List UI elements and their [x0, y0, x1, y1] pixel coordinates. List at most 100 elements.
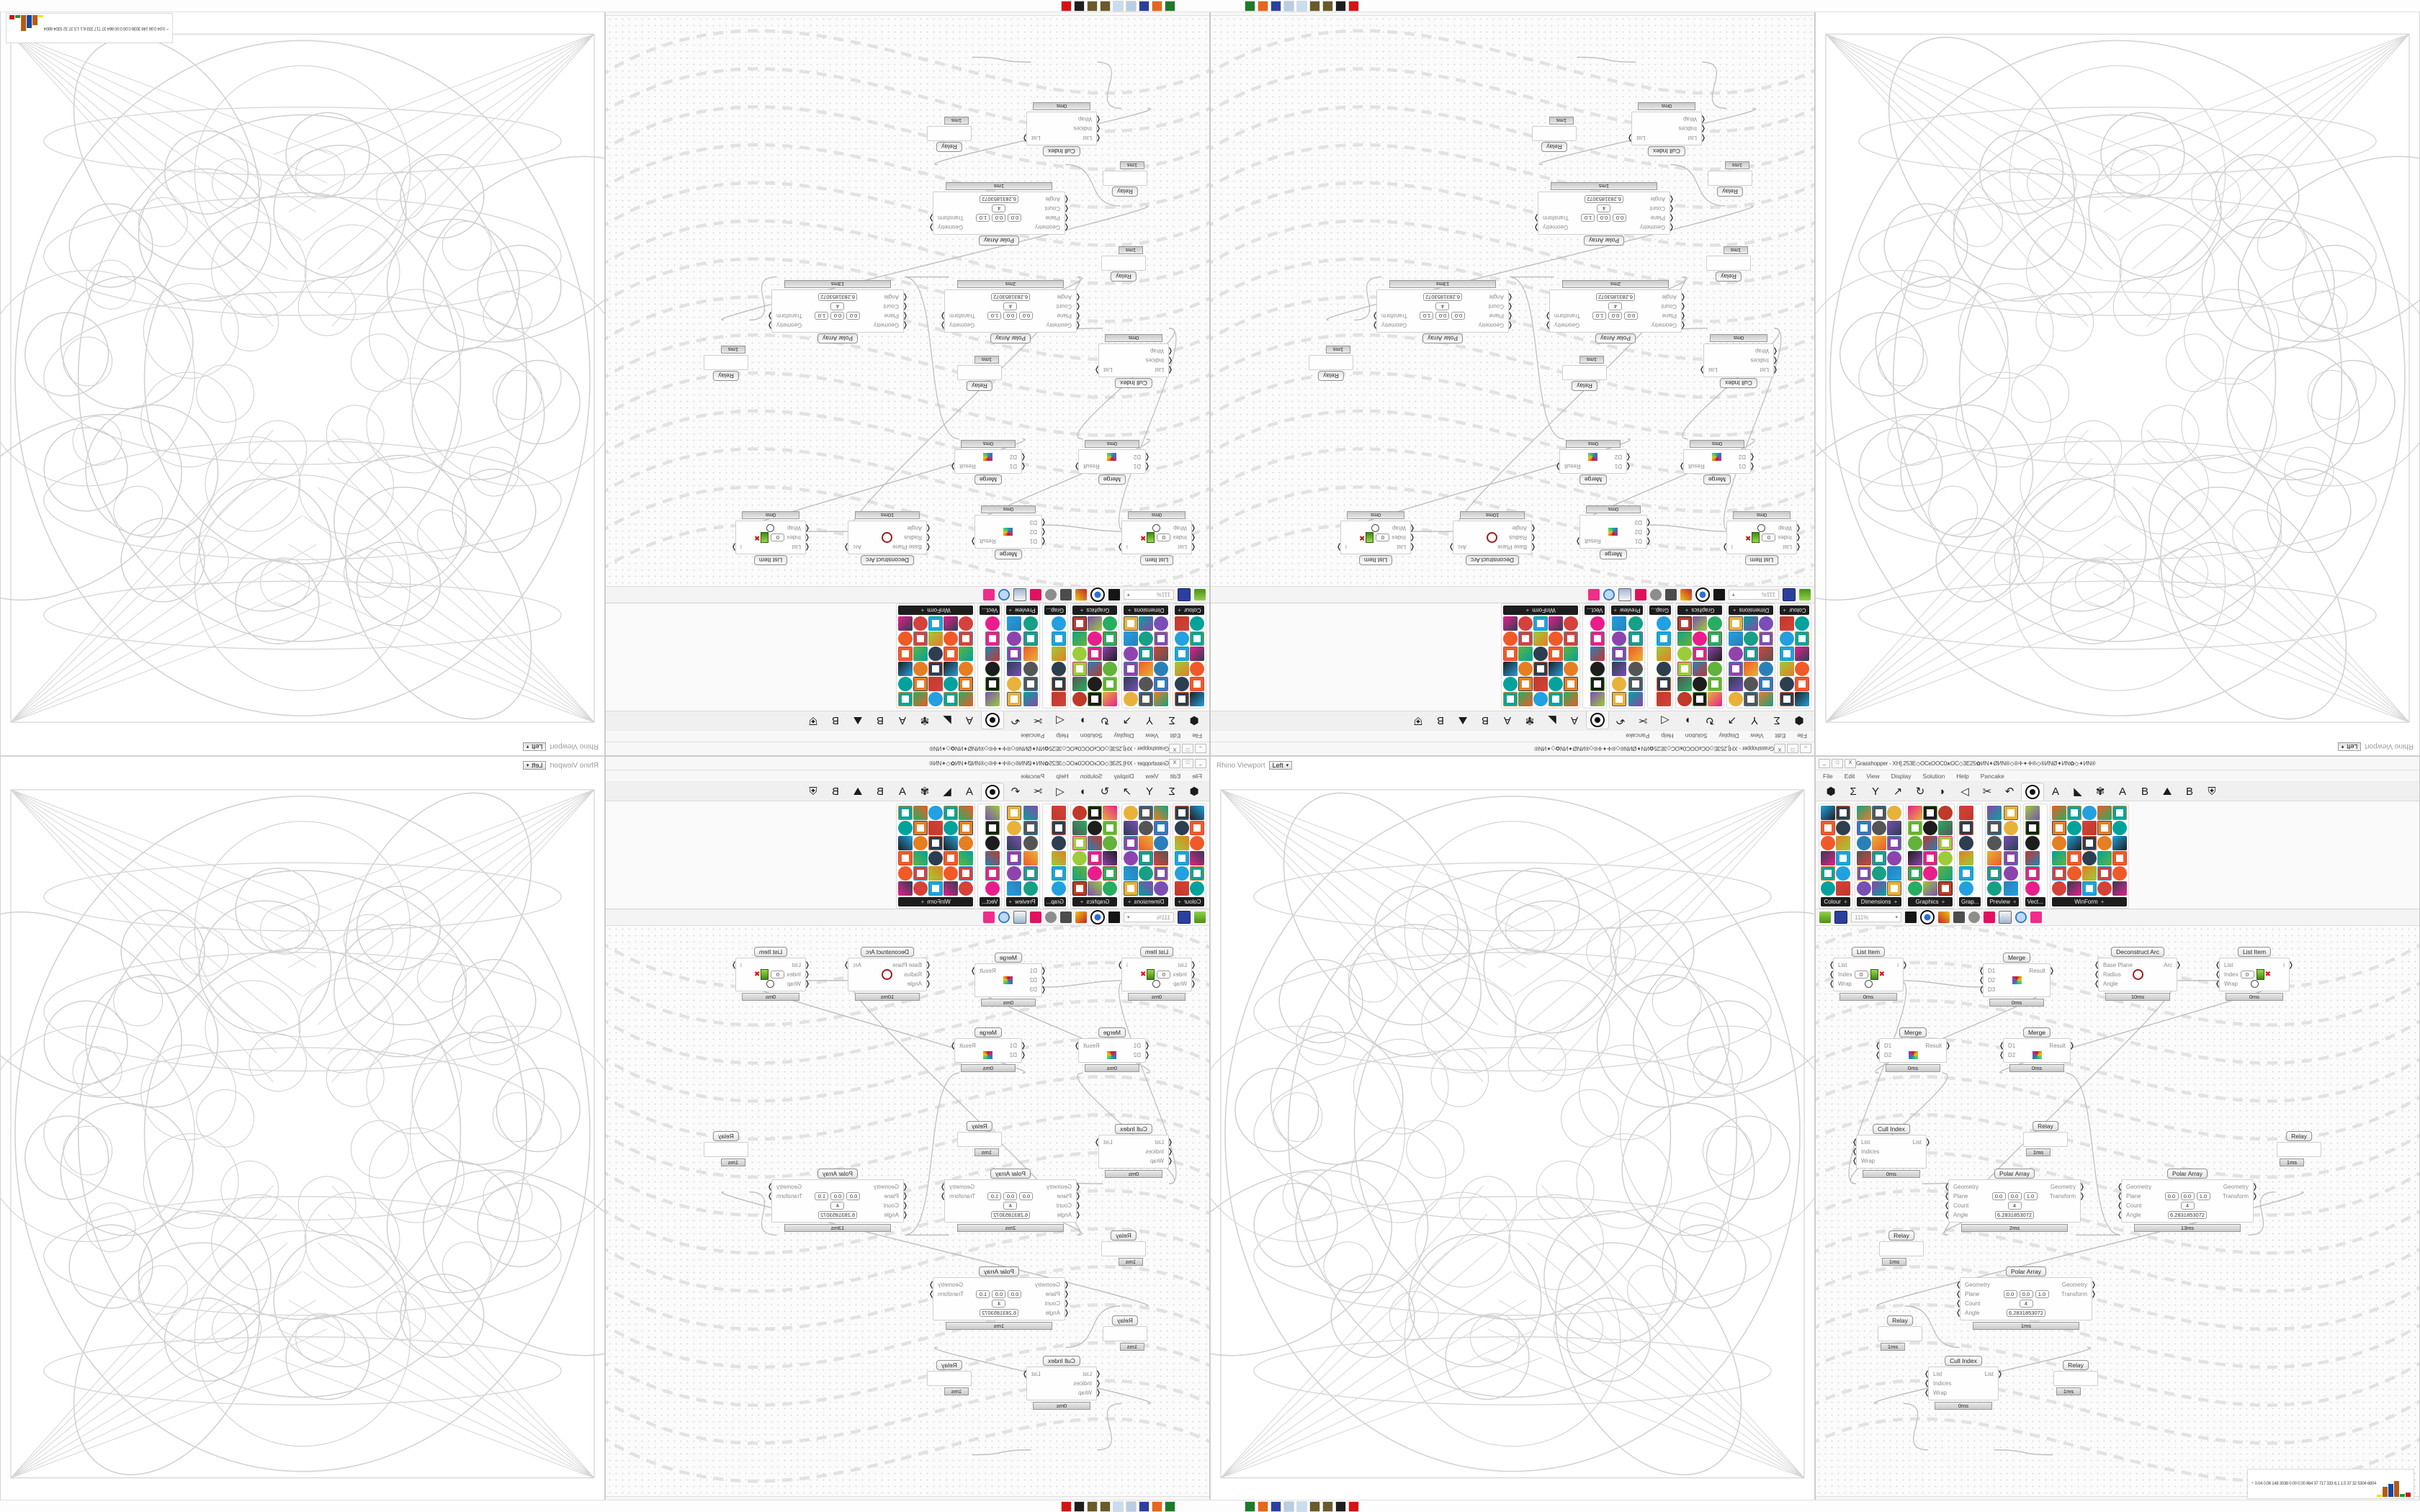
gh-input-port[interactable]: ❬	[1507, 312, 1513, 320]
gh-component[interactable]: Merge ❬ D1 Result ❭ ❬ D2 0ms	[1679, 440, 1755, 485]
ribbon-group-label[interactable]: Preview +	[1006, 897, 1038, 906]
taskbar-app-icon[interactable]	[1258, 0, 1268, 12]
ribbon-component-icon[interactable]	[1564, 677, 1579, 691]
ribbon-group-expand-icon[interactable]: +	[2100, 899, 2105, 905]
ribbon-group-label[interactable]: Preview +	[1987, 897, 2019, 906]
ribbon-component-icon[interactable]	[1987, 806, 2002, 820]
gh-component[interactable]: Relay 1ms	[927, 1360, 972, 1395]
ribbon-group-label[interactable]: Grap...	[1649, 606, 1671, 615]
gh-graft-icon[interactable]	[761, 532, 769, 543]
at-icon[interactable]	[1650, 589, 1662, 600]
taskbar-bottom[interactable]	[0, 1500, 2420, 1512]
gh-input-param[interactable]: Indices	[1750, 357, 1769, 364]
gh-value-field[interactable]: 4	[1003, 1202, 1018, 1210]
menu-file[interactable]: File	[1192, 732, 1202, 740]
ribbon-component-icon[interactable]	[1908, 821, 1922, 835]
ribbon-component-icon[interactable]	[1564, 631, 1579, 646]
ribbon-component-icon[interactable]	[1175, 836, 1189, 850]
sketch-icon[interactable]	[2030, 912, 2042, 923]
gh-component-body[interactable]: ❬ List i ❭ ❬ Index 0 ✖ ❬ Wrap	[731, 958, 810, 991]
ribbon-component-icon[interactable]	[913, 881, 928, 896]
ribbon-component-icon[interactable]	[1549, 647, 1564, 661]
preview-eye-icon[interactable]	[1090, 910, 1105, 924]
ribbon-component-icon[interactable]	[928, 866, 944, 881]
gh-input-param[interactable]: Angle	[884, 294, 899, 300]
gh-output-param[interactable]: i	[1731, 544, 1733, 550]
gh-input-port[interactable]: ❬	[1999, 1041, 2005, 1050]
gh-component-caption[interactable]: Merge	[1098, 474, 1126, 485]
gh-input-port[interactable]: ❬	[1040, 528, 1047, 536]
transform-tab[interactable]: ↶	[1615, 714, 1626, 726]
menu-solution[interactable]: Solution	[1080, 732, 1103, 740]
ribbon-component-icon[interactable]	[944, 692, 959, 706]
ribbon-component-icon[interactable]	[1549, 662, 1564, 676]
gh-input-port[interactable]: ❬	[1700, 125, 1706, 133]
gh-input-port[interactable]: ❬	[2094, 979, 2100, 988]
gh-input-port[interactable]: ❬	[1075, 321, 1081, 330]
gh-input-param[interactable]: Geometry	[1953, 1184, 1979, 1190]
ribbon-component-icon[interactable]	[1052, 616, 1066, 631]
pancake-a-tab[interactable]: A	[966, 785, 974, 798]
ribbon-group-label[interactable]: Colour +	[1175, 897, 1204, 906]
ribbon-component-icon[interactable]	[1821, 836, 1835, 850]
ribbon-component-icon[interactable]	[1729, 662, 1743, 676]
menu-edit[interactable]: Edit	[1844, 772, 1855, 780]
gh-input-port[interactable]: ❬	[1978, 966, 1985, 975]
ribbon-component-icon[interactable]	[1628, 616, 1643, 631]
ribbon-component-icon[interactable]	[1628, 692, 1643, 706]
gh-input-param[interactable]: Geometry	[873, 1184, 899, 1190]
taskbar-app-icon[interactable]	[1061, 0, 1072, 12]
gh-component[interactable]: Cull Index ❬ List List ❭ ❬ Indices ❬ Wrap 0ms	[1094, 1124, 1173, 1178]
ribbon-component-icon[interactable]	[2025, 806, 2040, 820]
gh-output-param[interactable]: Transform	[2049, 1193, 2076, 1200]
ribbon-component-icon[interactable]	[913, 616, 928, 631]
ribbon-component-icon[interactable]	[928, 631, 944, 646]
ribbon-component-icon[interactable]	[1821, 806, 1835, 820]
pancake-b2-tab[interactable]: B	[832, 714, 840, 727]
ribbon-component-icon[interactable]	[1052, 662, 1066, 676]
pancake-flower-tab[interactable]: ✾	[920, 714, 930, 726]
ribbon-component-icon[interactable]	[1780, 677, 1794, 691]
node-canvas[interactable]: List Item ❬ List i ❭ ❬ Index 0 ✖ ❬ Wrap 0ms Merge ❬ D1…	[606, 16, 1209, 586]
gha-assembly-icon[interactable]	[1635, 589, 1646, 600]
gh-output-param[interactable]: Geometry	[949, 1184, 975, 1190]
save-file-icon[interactable]	[1178, 911, 1191, 924]
ribbon-component-icon[interactable]	[1007, 866, 1022, 881]
canvas-toolbar[interactable]: 111% ▾	[606, 909, 1209, 926]
ribbon-component-icon[interactable]	[1857, 836, 1871, 850]
ribbon-component-icon[interactable]	[898, 881, 913, 896]
ribbon-panel[interactable]: Colour + Dimensions + Graphics + Grap... Previe…	[606, 801, 1209, 909]
gh-component-caption[interactable]: Merge	[2002, 953, 2031, 963]
ribbon-component-icon[interactable]	[1139, 662, 1153, 676]
gh-input-param[interactable]: Indices	[1678, 125, 1697, 132]
ribbon-component-icon[interactable]	[1836, 836, 1850, 850]
gh-value-field[interactable]: 1.0	[1420, 312, 1434, 320]
gh-input-param[interactable]: Indices	[1073, 1380, 1092, 1387]
gh-component-caption[interactable]: List Item	[1851, 947, 1886, 957]
ribbon-component-icon[interactable]	[1103, 647, 1117, 661]
ribbon-component-icon[interactable]	[1708, 631, 1722, 646]
ribbon-group-label[interactable]: Colour +	[1175, 606, 1204, 615]
gh-input-port[interactable]: ❬	[1020, 462, 1026, 471]
ribbon-component-icon[interactable]	[1139, 616, 1153, 631]
gh-component[interactable]: List Item ❬ List i ❭ ❬ Index 0 ✖ ❬ Wrap 0ms	[1336, 511, 1415, 565]
gh-input-port[interactable]: ❬	[1668, 214, 1675, 222]
menu-edit[interactable]: Edit	[1170, 732, 1181, 740]
ribbon-component-icon[interactable]	[1175, 616, 1189, 631]
gh-input-param[interactable]: Count	[883, 303, 899, 310]
pancake-b2-tab[interactable]: B	[832, 785, 840, 798]
taskbar-app-icon[interactable]	[1348, 1500, 1359, 1512]
gh-component-caption[interactable]: Deconstruct Arc	[861, 555, 914, 565]
gh-input-param[interactable]: Wrap	[1838, 981, 1852, 987]
gh-input-port[interactable]: ❬	[804, 970, 810, 978]
gh-input-param[interactable]: D1	[1009, 463, 1017, 469]
gh-input-param[interactable]: Base Plane	[2103, 962, 2133, 968]
bake-icon[interactable]	[1938, 912, 1950, 923]
taskbar-app-icon[interactable]	[1245, 1500, 1255, 1512]
gh-input-param[interactable]: Geometry	[1046, 322, 1072, 328]
ribbon-component-icon[interactable]	[1007, 851, 1022, 865]
ribbon-component-icon[interactable]	[1836, 806, 1850, 820]
gh-component-body[interactable]: ❬ List i ❭ ❬ Index 0 ✖ ❬ Wrap	[1336, 521, 1415, 554]
zoom-input[interactable]: 111% ▾	[1124, 590, 1174, 600]
gh-input-port[interactable]: ❬	[1075, 1192, 1081, 1200]
